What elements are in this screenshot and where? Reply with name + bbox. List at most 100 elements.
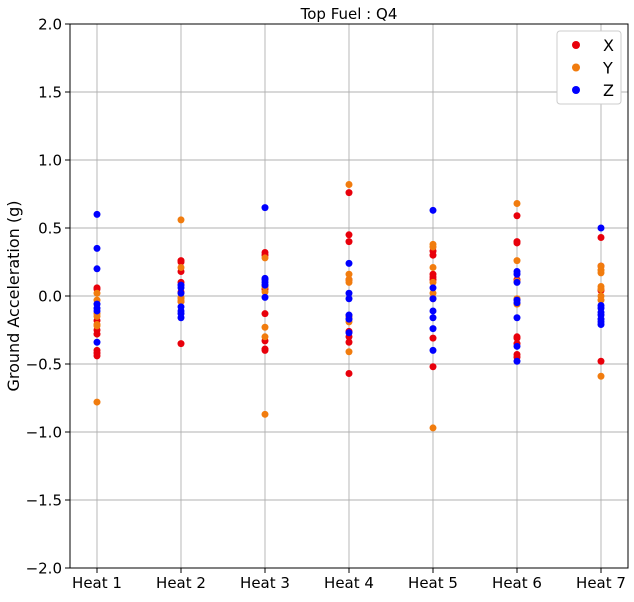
- point-z: [177, 314, 185, 322]
- x-tick-label: Heat 3: [240, 574, 290, 592]
- point-y: [513, 200, 521, 208]
- point-y: [177, 263, 185, 271]
- point-z: [345, 295, 353, 303]
- point-y: [597, 372, 605, 380]
- point-x: [345, 338, 353, 346]
- point-x: [177, 258, 185, 266]
- x-tick-label: Heat 7: [576, 574, 626, 592]
- point-x: [345, 189, 353, 197]
- point-z: [429, 307, 437, 315]
- x-tick-label: Heat 2: [156, 574, 206, 592]
- point-y: [597, 285, 605, 293]
- point-z: [93, 265, 101, 273]
- point-y: [597, 269, 605, 277]
- point-y: [513, 257, 521, 265]
- point-z: [513, 314, 521, 322]
- axis-ticks: −2.0 −1.5 −1.0 −0.5 0.0 0.5 1.0 1.5 2.0 Heat 1 Hea…: [26, 16, 626, 593]
- point-z: [429, 206, 437, 214]
- point-z: [93, 244, 101, 252]
- point-x: [597, 234, 605, 242]
- legend-marker-y: [572, 63, 580, 72]
- legend-label-x: X: [603, 36, 614, 55]
- point-z: [93, 307, 101, 315]
- point-y: [261, 323, 269, 331]
- point-x: [429, 334, 437, 342]
- legend: XYZ: [556, 30, 622, 105]
- point-x: [513, 212, 521, 220]
- point-z: [261, 293, 269, 301]
- y-tick-label: −1.0: [26, 424, 62, 442]
- y-axis-label: Ground Acceleration (g): [4, 200, 23, 391]
- point-z: [93, 338, 101, 346]
- legend-marker-z: [572, 86, 580, 94]
- point-z: [177, 284, 185, 292]
- point-x: [513, 334, 521, 342]
- point-z: [345, 289, 353, 297]
- point-y: [429, 243, 437, 251]
- point-x: [93, 352, 101, 360]
- point-y: [429, 289, 437, 297]
- data-points: [93, 180, 605, 432]
- point-y: [261, 410, 269, 418]
- point-x: [177, 340, 185, 348]
- point-z: [345, 329, 353, 337]
- point-y: [93, 312, 101, 320]
- point-y: [93, 322, 101, 330]
- y-tick-label: 0.0: [38, 288, 62, 306]
- point-z: [513, 342, 521, 350]
- point-x: [345, 370, 353, 378]
- point-y: [261, 288, 269, 296]
- point-y: [93, 289, 101, 297]
- point-z: [513, 278, 521, 286]
- point-z: [597, 224, 605, 232]
- point-z: [177, 289, 185, 297]
- y-tick-label: −1.5: [26, 492, 62, 510]
- point-z: [345, 315, 353, 323]
- point-x: [513, 239, 521, 247]
- point-z: [513, 357, 521, 365]
- chart-title: Top Fuel : Q4: [300, 5, 398, 23]
- point-z: [429, 295, 437, 303]
- point-z: [429, 325, 437, 333]
- point-y: [429, 424, 437, 432]
- point-x: [345, 231, 353, 239]
- legend-marker-x: [572, 41, 580, 49]
- y-tick-label: 0.5: [38, 220, 62, 238]
- point-y: [429, 278, 437, 286]
- point-x: [261, 310, 269, 318]
- point-x: [429, 363, 437, 371]
- point-z: [345, 259, 353, 267]
- point-x: [345, 238, 353, 246]
- x-tick-label: Heat 1: [72, 574, 122, 592]
- point-y: [177, 216, 185, 224]
- point-y: [345, 278, 353, 286]
- point-z: [429, 284, 437, 292]
- point-y: [177, 297, 185, 305]
- y-tick-label: 1.5: [38, 84, 62, 102]
- point-y: [261, 333, 269, 341]
- point-z: [429, 346, 437, 354]
- x-tick-label: Heat 6: [492, 574, 542, 592]
- point-y: [597, 296, 605, 304]
- y-tick-label: −0.5: [26, 356, 62, 374]
- point-z: [597, 321, 605, 329]
- point-y: [345, 180, 353, 188]
- point-y: [93, 398, 101, 406]
- point-x: [597, 357, 605, 365]
- legend-label-y: Y: [602, 59, 613, 78]
- point-z: [93, 210, 101, 218]
- point-y: [345, 270, 353, 278]
- point-y: [429, 263, 437, 271]
- x-tick-label: Heat 5: [408, 574, 458, 592]
- point-x: [261, 346, 269, 354]
- legend-label-z: Z: [603, 81, 614, 100]
- point-x: [429, 251, 437, 259]
- point-z: [429, 314, 437, 322]
- y-tick-label: 1.0: [38, 152, 62, 170]
- point-x: [93, 330, 101, 338]
- legend-box: [556, 30, 622, 105]
- y-tick-label: −2.0: [26, 560, 62, 578]
- point-z: [513, 270, 521, 278]
